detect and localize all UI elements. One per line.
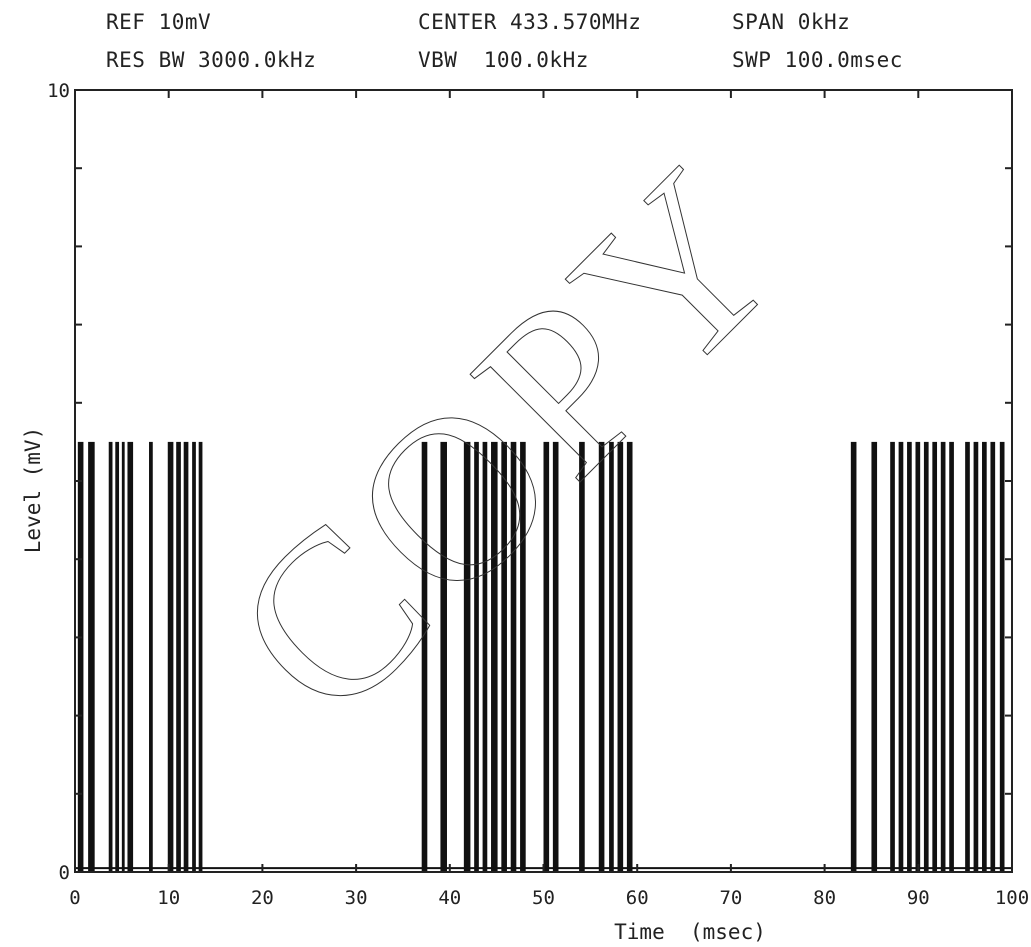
- x-tick-label: 90: [907, 887, 930, 909]
- signal-pulse: [907, 441, 912, 872]
- y-axis-title: Level (mV): [21, 427, 45, 553]
- signal-pulse: [999, 441, 1005, 872]
- signal-pulse: [127, 441, 134, 872]
- copy-watermark: COPY: [184, 116, 834, 766]
- signal-pulse: [850, 441, 857, 872]
- signal-pulse: [923, 441, 929, 872]
- signal-pulse: [192, 441, 196, 872]
- x-axis-title: Time (msec): [614, 920, 766, 944]
- signal-pulse: [990, 441, 996, 872]
- signal-pulse: [982, 441, 987, 872]
- x-tick-label: 70: [719, 887, 742, 909]
- x-tick-label: 40: [438, 887, 461, 909]
- signal-pulse: [890, 441, 895, 872]
- header-ref: REF 10mV: [106, 10, 212, 34]
- signal-pulse: [167, 441, 174, 872]
- x-tick-label: 30: [345, 887, 368, 909]
- signal-pulse: [932, 441, 938, 872]
- x-tick-label: 100: [995, 887, 1029, 909]
- signal-pulse: [510, 441, 517, 872]
- header-swp: SWP 100.0msec: [732, 48, 903, 72]
- signal-pulse: [579, 441, 585, 872]
- x-tick-label: 0: [69, 887, 80, 909]
- signal-pulse: [77, 441, 84, 872]
- axis-ticks: [74, 89, 1013, 873]
- signal-pulse: [149, 441, 153, 872]
- signal-pulse: [474, 441, 479, 872]
- header-span: SPAN 0kHz: [732, 10, 851, 34]
- header-vbw: VBW 100.0kHz: [418, 48, 589, 72]
- x-tick-label: 50: [532, 887, 555, 909]
- signal-pulse: [965, 441, 970, 872]
- x-tick-label: 20: [251, 887, 274, 909]
- signal-pulse: [491, 441, 498, 872]
- header-res-bw: RES BW 3000.0kHz: [106, 48, 317, 72]
- signal-pulse: [898, 441, 904, 872]
- signal-pulse: [176, 441, 181, 872]
- signal-pulse: [949, 441, 954, 872]
- signal-pulse: [421, 441, 428, 872]
- x-tick-label: 80: [813, 887, 836, 909]
- signal-pulse: [482, 441, 488, 872]
- signal-pulse: [940, 441, 946, 872]
- signal-pulse: [440, 441, 447, 872]
- signal-trace: [75, 441, 1012, 872]
- signal-pulse: [88, 441, 95, 872]
- signal-pulse: [871, 441, 878, 872]
- header-center: CENTER 433.570MHz: [418, 10, 642, 34]
- signal-pulse: [115, 441, 120, 872]
- signal-pulse: [183, 441, 189, 872]
- signal-pulse: [609, 441, 614, 872]
- y-tick-label: 0: [59, 862, 70, 884]
- signal-pulse: [520, 441, 526, 872]
- signal-pulse: [617, 441, 624, 872]
- signal-pulse: [543, 441, 550, 872]
- x-tick-label: 60: [626, 887, 649, 909]
- signal-pulse: [626, 441, 633, 872]
- y-tick-label: 10: [47, 80, 70, 102]
- signal-pulse: [501, 441, 507, 872]
- signal-pulse: [198, 441, 203, 872]
- signal-pulse: [108, 441, 113, 872]
- signal-pulse: [598, 441, 605, 872]
- signal-pulse: [121, 441, 125, 872]
- signal-pulse: [915, 441, 921, 872]
- signal-pulse: [463, 441, 471, 872]
- x-tick-label: 10: [157, 887, 180, 909]
- signal-pulse: [552, 441, 559, 872]
- signal-pulse: [973, 441, 979, 872]
